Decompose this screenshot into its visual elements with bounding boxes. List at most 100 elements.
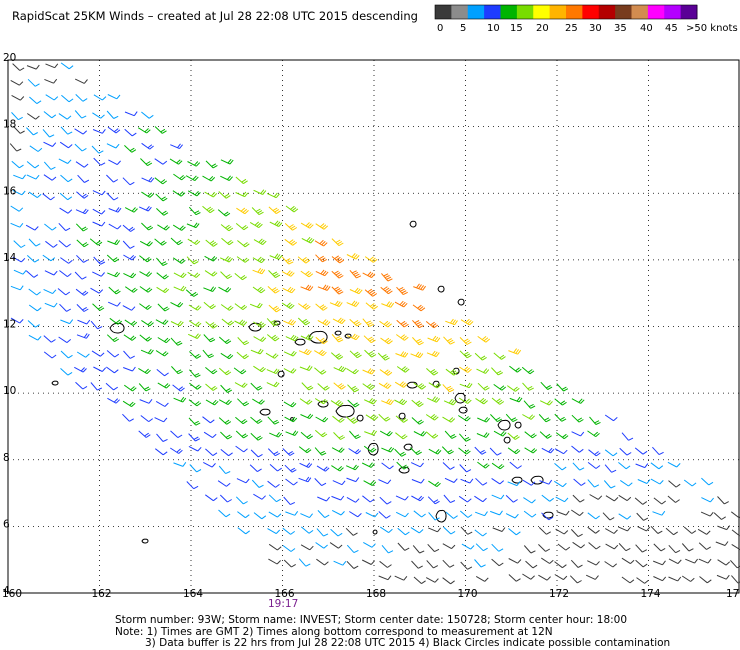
- wind-barb: [157, 337, 171, 344]
- wind-barb: [28, 238, 41, 247]
- wind-barb: [667, 461, 681, 468]
- wind-barb: [281, 302, 295, 310]
- wind-barb: [266, 192, 280, 199]
- wind-barb: [345, 416, 359, 424]
- wind-barb: [587, 479, 600, 488]
- wind-barb: [9, 143, 22, 152]
- wind-barb: [76, 191, 89, 199]
- wind-barb: [381, 446, 395, 453]
- wind-barb: [604, 464, 617, 473]
- wind-barb: [75, 161, 89, 168]
- wind-barb: [11, 160, 24, 169]
- wind-barb: [188, 320, 202, 327]
- wind-barb: [602, 512, 615, 521]
- wind-barb: [220, 431, 233, 440]
- wind-barb: [140, 158, 153, 167]
- wind-barb: [411, 417, 424, 425]
- wind-barb: [489, 447, 502, 456]
- wind-barb: [300, 431, 313, 440]
- wind-barb: [235, 430, 248, 439]
- wind-barb: [218, 286, 232, 293]
- wind-barb: [508, 348, 522, 355]
- wind-barb: [253, 238, 267, 246]
- wind-barb: [397, 527, 410, 536]
- wind-barb: [43, 351, 57, 359]
- wind-barb: [300, 222, 314, 229]
- wind-barb: [12, 63, 25, 71]
- wind-barb: [298, 348, 312, 356]
- wind-barb: [237, 527, 250, 535]
- island-outline: [248, 322, 262, 332]
- colorbar-tick-label: 35: [614, 23, 627, 34]
- wind-barb: [11, 94, 25, 101]
- wind-barb: [460, 478, 474, 484]
- wind-barb: [458, 397, 472, 404]
- wind-barb: [522, 479, 536, 486]
- island-outline: [367, 442, 379, 456]
- longitude-tick: 164: [183, 588, 203, 600]
- wind-barb: [237, 398, 250, 407]
- wind-barb: [172, 224, 186, 231]
- wind-barb: [377, 352, 390, 361]
- wind-barb: [28, 288, 41, 296]
- wind-barb: [554, 398, 567, 406]
- wind-barb: [346, 544, 359, 554]
- wind-barb: [475, 511, 488, 517]
- wind-barb: [394, 448, 407, 457]
- wind-barb: [428, 527, 441, 533]
- wind-barb: [249, 464, 262, 473]
- wind-barb: [26, 64, 40, 70]
- wind-barb: [92, 112, 105, 119]
- wind-barb: [76, 333, 90, 339]
- wind-barb: [314, 478, 327, 487]
- wind-barb: [364, 288, 378, 297]
- wind-barb: [188, 399, 202, 407]
- wind-barb: [331, 447, 345, 453]
- wind-barb: [220, 384, 233, 393]
- colorbar-swatch: [549, 5, 567, 19]
- wind-barb: [524, 447, 538, 454]
- wind-barb: [362, 271, 376, 279]
- wind-barb: [233, 367, 247, 375]
- wind-barb: [445, 368, 459, 376]
- wind-barb: [299, 398, 313, 405]
- wind-barb: [221, 237, 234, 246]
- island-outline: [141, 538, 149, 544]
- wind-barb: [349, 350, 362, 359]
- wind-barb: [587, 560, 600, 566]
- wind-barb: [541, 557, 554, 564]
- wind-barb: [460, 561, 473, 570]
- wind-barb: [459, 337, 472, 345]
- wind-barb: [427, 543, 440, 553]
- wind-barb: [621, 557, 635, 565]
- wind-barb: [43, 161, 56, 170]
- wind-barb: [26, 161, 40, 169]
- colorbar-swatch: [680, 5, 698, 19]
- wind-barb: [253, 336, 267, 342]
- island-outline: [406, 381, 418, 389]
- wind-barb: [315, 303, 328, 311]
- wind-barb: [124, 128, 137, 137]
- wind-barb: [61, 94, 74, 103]
- wind-barb: [713, 512, 726, 520]
- wind-barb: [57, 288, 71, 296]
- wind-barb: [173, 285, 187, 292]
- wind-barb: [25, 224, 39, 231]
- wind-barb: [331, 509, 345, 516]
- wind-barb: [475, 477, 488, 486]
- wind-barb: [172, 384, 185, 392]
- wind-barb: [396, 366, 410, 373]
- wind-barb: [58, 336, 72, 344]
- wind-barb: [92, 221, 106, 227]
- wind-barb: [604, 449, 618, 457]
- wind-barb: [285, 205, 299, 213]
- wind-barb: [618, 543, 631, 552]
- wind-barb: [474, 495, 487, 503]
- wind-barb: [26, 255, 40, 263]
- wind-barb: [155, 400, 169, 407]
- wind-barb: [60, 257, 73, 264]
- wind-barb: [635, 544, 648, 553]
- wind-barb: [621, 576, 635, 584]
- wind-barb: [317, 496, 330, 502]
- wind-barb: [59, 192, 73, 201]
